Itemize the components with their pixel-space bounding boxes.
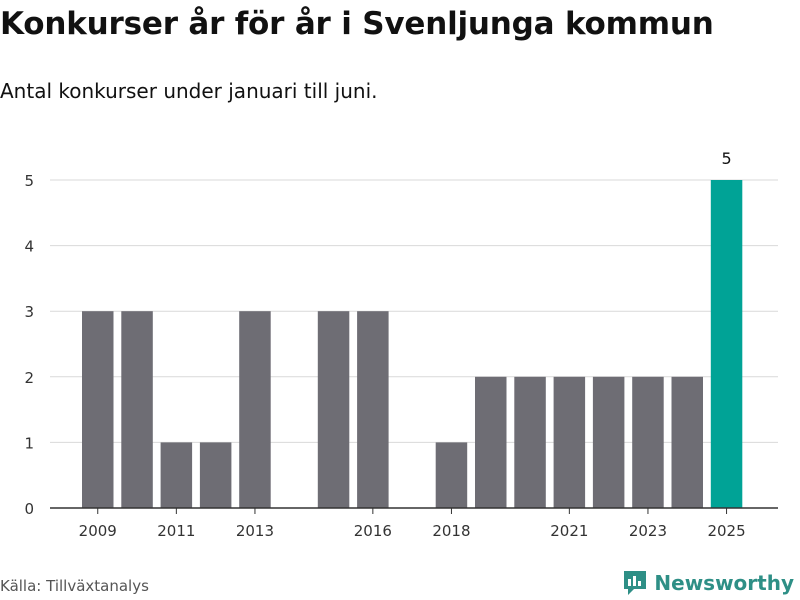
source-note: Källa: Tillväxtanalys [0,577,149,595]
y-tick-label: 3 [24,303,34,321]
bar [592,376,625,508]
x-tick-label: 2009 [79,522,117,540]
bar [671,376,703,508]
newsworthy-logo-icon [624,571,647,595]
bar [710,180,743,508]
x-tick-label: 2013 [236,522,274,540]
y-tick-label: 2 [24,369,34,387]
bar [357,311,389,508]
y-tick-label: 1 [24,434,34,452]
x-tick-label: 2011 [157,522,195,540]
x-tick-label: 2018 [432,522,470,540]
brand: Newsworthy [622,569,794,597]
brand-name: Newsworthy [654,571,794,595]
bar [632,376,664,508]
bar [553,376,586,508]
bar [239,311,271,508]
chart-subtitle: Antal konkurser under januari till juni. [0,79,378,103]
x-tick-label: 2025 [707,522,745,540]
chart-title: Konkurser år för år i Svenljunga kommun [0,6,714,42]
bar [435,442,468,508]
bar-chart: 0 1 2 3 4 5 5 2009 2011 2013 2016 2018 2021 2023 2025 [24,149,778,540]
x-tick-label: 2016 [354,522,392,540]
bar [514,376,546,508]
y-tick-label: 0 [24,500,34,518]
bar [317,311,350,508]
bar [475,376,507,508]
bar [199,442,232,508]
bar [160,442,193,508]
y-tick-label: 4 [24,238,34,256]
x-tick-label: 2021 [550,522,588,540]
y-tick-label: 5 [24,172,34,190]
data-label: 5 [721,149,731,168]
bar [121,311,153,508]
x-tick-label: 2023 [629,522,667,540]
bar [82,311,114,508]
